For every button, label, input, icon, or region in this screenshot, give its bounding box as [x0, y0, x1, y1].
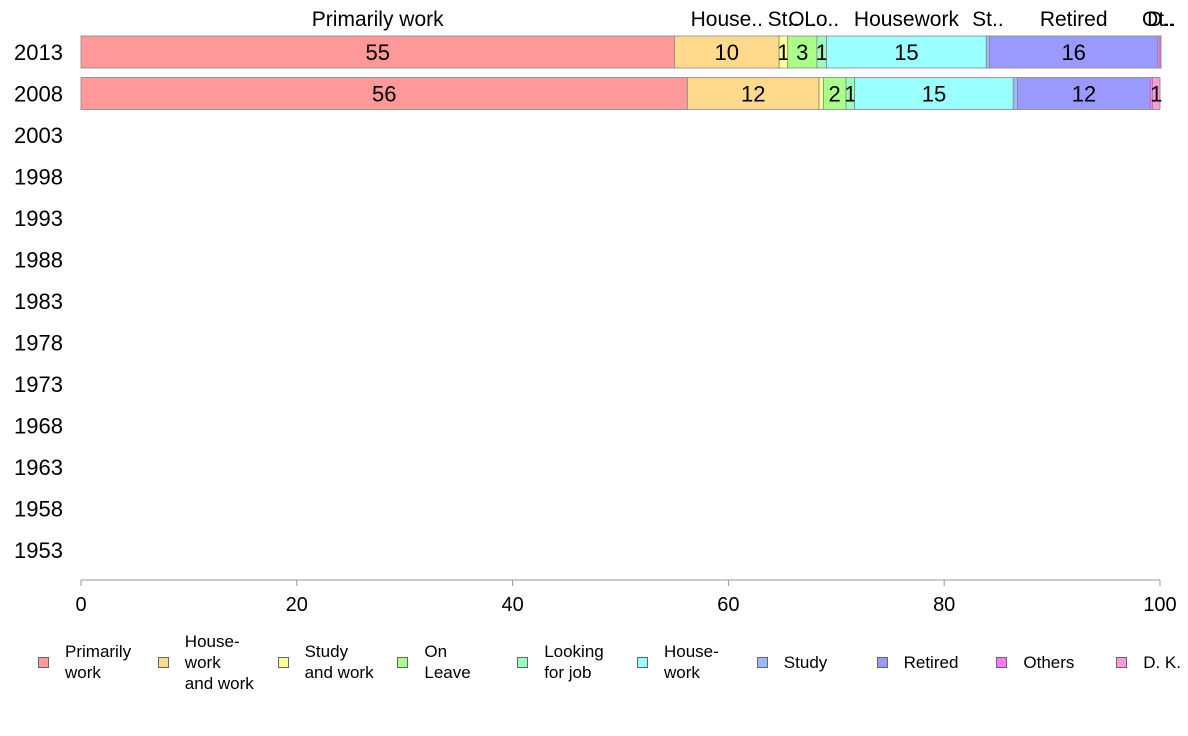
series-top-labels: Primarily work House.. St..O..Lo.. Housewor… [312, 8, 1176, 31]
y-tick-label: 1978 [14, 331, 63, 356]
y-tick-label: 1983 [14, 289, 63, 314]
y-tick-label: 2008 [14, 82, 63, 107]
bar-segment [787, 35, 818, 69]
legend-item: Others [996, 630, 1074, 694]
y-tick-label: 1998 [14, 165, 63, 190]
legend-item: Study and work [277, 630, 374, 694]
bar-value-label: 10 [715, 40, 739, 65]
y-tick-label: 1963 [14, 455, 63, 480]
bar-segment [818, 77, 824, 110]
series-top-label: House.. [691, 8, 763, 31]
bar-value-label: 56 [372, 82, 396, 107]
legend-label: House- work [664, 642, 719, 682]
bar-value-label: 55 [365, 40, 389, 65]
x-tick-label: 20 [286, 594, 308, 616]
bar-value-label: 15 [894, 40, 918, 65]
series-top-label: Housework [854, 8, 960, 31]
legend-swatch [756, 656, 768, 668]
legend: Primarily work House- work and work Study … [38, 630, 1188, 700]
legend-swatch [38, 656, 49, 668]
bar-segment [80, 77, 688, 110]
series-top-label: St.. [768, 8, 800, 31]
series-top-label: D.. [1147, 8, 1174, 31]
bar-value-label: 16 [1061, 40, 1085, 65]
legend-item: On Leave [397, 630, 471, 694]
x-axis: 0 20 40 60 80 100 [75, 579, 1177, 616]
bar-segment [989, 35, 1159, 69]
legend-item: Looking for job [517, 630, 604, 694]
legend-label: Study [783, 652, 828, 672]
y-axis-labels: 2013 2008 2003 1998 1993 1988 1983 1978 1973 1968… [14, 40, 63, 563]
legend-label: Looking for job [544, 642, 604, 682]
bar-segment [1012, 77, 1018, 110]
legend-swatch [277, 656, 289, 668]
series-top-label: Retired [1040, 8, 1108, 31]
legend-label: Study and work [304, 642, 374, 682]
bar-value-label: 1 [777, 40, 789, 65]
legend-item: House- work and work [157, 630, 254, 694]
bar-value-label: 1 [844, 82, 856, 107]
legend-label: Others [1023, 652, 1075, 672]
bar-segment [1159, 35, 1162, 69]
bar-segment [826, 35, 987, 69]
series-top-label: Ot.. [1142, 8, 1176, 31]
series-top-label: St.. [972, 8, 1004, 31]
stacked-bar-chart: Primarily work House.. St..O..Lo.. Housewor… [14, 8, 1177, 616]
bar-value-label: 3 [796, 40, 808, 65]
x-tick-label: 100 [1143, 594, 1176, 616]
legend-swatch [157, 656, 169, 668]
legend-swatch [517, 656, 529, 668]
series-top-label: Primarily work [312, 8, 444, 31]
y-tick-label: 1968 [14, 414, 63, 439]
bar-segment [1152, 77, 1161, 110]
bar-value-label: 15 [922, 82, 946, 107]
legend-label: On Leave [424, 642, 471, 682]
legend-label: D. K. [1143, 652, 1181, 672]
y-tick-label: 1953 [14, 538, 63, 563]
bar-segment [686, 77, 820, 110]
bar-value-label: 1 [816, 40, 828, 65]
legend-label: Primarily work [65, 642, 132, 682]
bar-value-label: 12 [1072, 82, 1096, 107]
bar-segment [674, 35, 780, 69]
legend-item: Primarily work [38, 630, 131, 694]
y-tick-label: 1973 [14, 372, 63, 397]
y-tick-label: 1988 [14, 248, 63, 273]
x-tick-label: 0 [75, 594, 86, 616]
x-tick-label: 80 [933, 594, 955, 616]
bar-segment [80, 35, 675, 69]
bar-value-label: 2 [829, 82, 841, 107]
legend-label: Retired [903, 652, 959, 672]
legend-swatch [397, 656, 409, 668]
legend-item: Study [756, 630, 828, 694]
x-tick-label: 40 [501, 594, 523, 616]
legend-swatch [996, 656, 1008, 668]
y-tick-label: 1993 [14, 206, 63, 231]
bar-value-label: 1 [1150, 82, 1162, 107]
bar-segment [985, 35, 990, 69]
bar-segment [854, 77, 1014, 110]
legend-swatch [1116, 656, 1128, 668]
x-tick-label: 60 [717, 594, 739, 616]
legend-item: House- work [637, 630, 719, 694]
legend-item: D. K. [1116, 630, 1181, 694]
y-tick-label: 1958 [14, 497, 63, 522]
y-tick-label: 2003 [14, 123, 63, 148]
legend-label: House- work and work [184, 631, 254, 693]
bar-value-label: 12 [741, 82, 765, 107]
y-tick-label: 2013 [14, 40, 63, 65]
series-top-label: O.. [788, 8, 816, 31]
legend-swatch [637, 656, 648, 668]
legend-item: Retired [876, 630, 959, 694]
series-top-label: Lo.. [804, 8, 839, 31]
legend-swatch [876, 656, 888, 668]
